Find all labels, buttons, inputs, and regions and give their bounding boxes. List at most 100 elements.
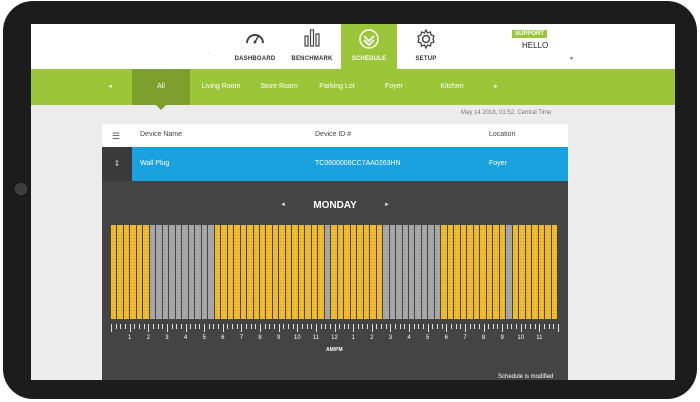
schedule-slot[interactable] [396, 225, 402, 319]
chevron-left-icon[interactable]: ◄ [107, 84, 113, 90]
schedule-slot[interactable] [421, 225, 428, 319]
schedule-slot[interactable] [143, 225, 149, 319]
schedule-slot[interactable] [298, 225, 305, 319]
schedule-slot[interactable] [175, 225, 182, 319]
nav-dashboard[interactable]: DASHBOARD [227, 24, 283, 69]
tab-living-room[interactable]: Living Room [201, 83, 241, 90]
schedule-slot[interactable] [389, 225, 396, 319]
menu-icon[interactable]: ☰ [112, 131, 121, 141]
reorder-handle-icon[interactable]: ⇕ [102, 147, 132, 181]
schedule-slot[interactable] [169, 225, 175, 319]
schedule-slot[interactable] [221, 225, 227, 319]
tab-foyer[interactable]: Foyer [385, 83, 403, 90]
schedule-slot[interactable] [130, 225, 136, 319]
schedule-slot[interactable] [460, 225, 467, 319]
nav-benchmark[interactable]: BENCHMARK [284, 24, 340, 69]
time-tick [385, 324, 387, 329]
schedule-slot[interactable] [318, 225, 324, 319]
table-row[interactable]: ⇕ Wall Plug TC0600008CC7AA0263HN Foyer [102, 147, 568, 181]
tab-all[interactable]: All [132, 69, 190, 110]
schedule-slot[interactable] [434, 225, 441, 319]
schedule-slot[interactable] [545, 225, 551, 319]
schedule-slot[interactable] [123, 225, 130, 319]
schedule-slot[interactable] [538, 225, 545, 319]
next-day-icon[interactable]: ► [384, 202, 390, 208]
schedule-slot[interactable] [344, 225, 350, 319]
schedule-slot[interactable] [305, 225, 311, 319]
schedule-slot[interactable] [266, 225, 272, 319]
schedule-slot[interactable] [279, 225, 285, 319]
schedule-slot[interactable] [337, 225, 344, 319]
schedule-slot[interactable] [376, 225, 383, 319]
schedule-slot[interactable] [331, 225, 337, 319]
schedule-slot[interactable] [227, 225, 234, 319]
schedule-slot[interactable] [182, 225, 188, 319]
schedule-slot[interactable] [350, 225, 357, 319]
schedule-slot[interactable] [493, 225, 499, 319]
chevron-right-icon[interactable]: ► [493, 84, 499, 90]
schedule-slot[interactable] [363, 225, 370, 319]
top-nav: · DASHBOARD BENCHMARK [31, 24, 675, 69]
schedule-slot[interactable] [162, 225, 169, 319]
schedule-slot[interactable] [499, 225, 506, 319]
nav-schedule[interactable]: SCHEDULE [341, 24, 397, 69]
schedule-slot[interactable] [234, 225, 240, 319]
previous-day-icon[interactable]: ◄ [280, 202, 286, 208]
schedule-slot[interactable] [149, 225, 156, 319]
schedule-slot[interactable] [402, 225, 408, 319]
schedule-slot[interactable] [370, 225, 376, 319]
schedule-slot[interactable] [525, 225, 532, 319]
schedule-slot[interactable] [324, 225, 331, 319]
schedule-slot[interactable] [272, 225, 279, 319]
schedule-slot[interactable] [441, 225, 447, 319]
schedule-slot[interactable] [240, 225, 247, 319]
schedule-slot[interactable] [532, 225, 538, 319]
schedule-slot[interactable] [486, 225, 493, 319]
chevron-down-icon[interactable]: ▼ [569, 56, 574, 62]
time-tick [134, 324, 136, 329]
schedule-slot[interactable] [195, 225, 201, 319]
schedule-slot[interactable] [506, 225, 512, 319]
schedule-slot[interactable] [117, 225, 123, 319]
day-label: MONDAY [313, 200, 357, 211]
schedule-slot[interactable] [292, 225, 298, 319]
tab-kitchen[interactable]: Kitchen [440, 83, 464, 90]
header-device-id: Device ID # [315, 131, 352, 138]
time-tick [544, 324, 546, 329]
schedule-slot[interactable] [253, 225, 259, 319]
schedule-slot[interactable] [447, 225, 454, 319]
support-badge[interactable]: SUPPORT [512, 30, 548, 38]
schedule-slot[interactable] [454, 225, 460, 319]
schedule-slot[interactable] [512, 225, 519, 319]
schedule-slot[interactable] [214, 225, 221, 319]
schedule-slot[interactable] [409, 225, 415, 319]
schedule-slot[interactable] [111, 225, 117, 319]
schedule-slot[interactable] [467, 225, 473, 319]
schedule-slot[interactable] [285, 225, 292, 319]
schedule-slot[interactable] [208, 225, 214, 319]
hour-label: 7 [463, 335, 467, 341]
schedule-slot[interactable] [383, 225, 389, 319]
user-greeting[interactable]: HELLO [522, 41, 549, 50]
tab-parking-lot[interactable]: Parking Lot [319, 83, 355, 90]
nav-setup[interactable]: SETUP [398, 24, 454, 69]
schedule-slot[interactable] [156, 225, 162, 319]
schedule-slot[interactable] [188, 225, 195, 319]
schedule-slot[interactable] [473, 225, 480, 319]
schedule-slot[interactable] [519, 225, 525, 319]
schedule-slot[interactable] [551, 225, 557, 319]
time-tick [511, 324, 513, 329]
time-tick [488, 324, 490, 329]
nav-marker: · [208, 50, 210, 56]
schedule-slot[interactable] [201, 225, 208, 319]
tab-store-room[interactable]: Store Room [260, 83, 298, 90]
schedule-slot[interactable] [311, 225, 318, 319]
schedule-slot[interactable] [357, 225, 363, 319]
schedule-slot[interactable] [415, 225, 421, 319]
schedule-slot[interactable] [136, 225, 143, 319]
time-tick [446, 324, 448, 332]
schedule-slot[interactable] [260, 225, 266, 319]
schedule-slot[interactable] [428, 225, 434, 319]
schedule-slot[interactable] [247, 225, 253, 319]
schedule-slot[interactable] [480, 225, 486, 319]
